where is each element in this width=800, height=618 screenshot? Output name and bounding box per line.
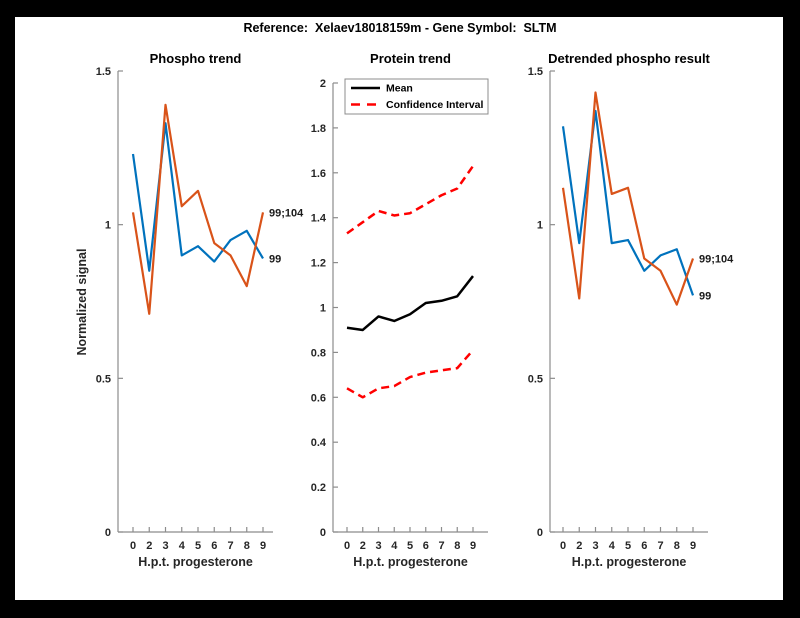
x-axis-label: H.p.t. progesterone — [572, 555, 687, 569]
series-end-label: 99 — [269, 253, 281, 265]
y-tick-label: 0.8 — [311, 347, 326, 359]
x-tick-label: 9 — [470, 540, 476, 552]
x-tick-label: 4 — [609, 540, 616, 552]
x-tick-label: 3 — [375, 540, 381, 552]
y-tick-label: 0.5 — [528, 373, 543, 385]
series-end-label: 99;104 — [699, 253, 734, 265]
x-tick-label: 8 — [454, 540, 460, 552]
x-axis-label: H.p.t. progesterone — [138, 555, 253, 569]
x-tick-label: 6 — [423, 540, 429, 552]
legend-item-label: Confidence Interval — [386, 99, 484, 111]
x-tick-label: 5 — [407, 540, 413, 552]
x-tick-label: 7 — [657, 540, 663, 552]
legend-box — [344, 78, 489, 115]
x-tick-label: 8 — [674, 540, 680, 552]
figure-title: Reference: Xelaev18018159m - Gene Symbol… — [243, 21, 556, 35]
y-tick-label: 1.4 — [311, 213, 327, 225]
x-tick-label: 2 — [146, 540, 152, 552]
y-tick-label: 1.5 — [96, 66, 111, 78]
y-tick-label: 1 — [105, 220, 111, 232]
x-tick-label: 6 — [641, 540, 647, 552]
x-tick-label: 8 — [244, 540, 250, 552]
x-tick-label: 6 — [211, 540, 217, 552]
x-tick-label: 9 — [690, 540, 696, 552]
x-tick-label: 5 — [625, 540, 631, 552]
y-tick-label: 0.5 — [96, 373, 111, 385]
y-axis-label: Normalized signal — [75, 249, 89, 356]
y-tick-label: 0.6 — [311, 392, 326, 404]
series-end-label: 99;104 — [269, 207, 304, 219]
legend: Mean Confidence Interval — [344, 78, 489, 115]
x-tick-label: 2 — [360, 540, 366, 552]
series-line-99-104 — [561, 91, 695, 306]
plot-title: Protein trend — [370, 51, 451, 66]
y-tick-label: 0 — [320, 527, 326, 539]
y-tick-label: 0 — [105, 527, 111, 539]
y-tick-label: 1.5 — [528, 66, 543, 78]
series-line-confidence-interval-lower — [346, 349, 474, 399]
x-tick-label: 0 — [130, 540, 136, 552]
y-tick-label: 1.8 — [311, 123, 326, 135]
y-tick-label: 1 — [537, 220, 543, 232]
x-tick-label: 4 — [179, 540, 186, 552]
x-tick-label: 7 — [438, 540, 444, 552]
y-tick-label: 1 — [320, 303, 326, 315]
x-tick-label: 3 — [592, 540, 598, 552]
plot-protein-trend: 0 2 3 4 5 6 7 8 900.20.40.60.811.21.41.61.82Prot… — [311, 51, 489, 569]
plot-title: Phospho trend — [150, 51, 242, 66]
x-tick-label: 0 — [560, 540, 566, 552]
legend-item-label: Mean — [386, 83, 413, 95]
series-line-99 — [561, 109, 695, 296]
y-tick-label: 0.2 — [311, 482, 326, 494]
series-line-99 — [131, 122, 264, 272]
y-tick-label: 0.4 — [311, 437, 327, 449]
x-tick-label: 5 — [195, 540, 201, 552]
y-tick-label: 1.2 — [311, 258, 326, 270]
y-tick-label: 1.6 — [311, 168, 326, 180]
x-tick-label: 2 — [576, 540, 582, 552]
series-line-confidence-interval-upper — [346, 165, 475, 235]
series-line-mean — [346, 275, 474, 332]
plot-title: Detrended phospho result — [548, 51, 710, 66]
y-tick-label: 0 — [537, 527, 543, 539]
x-axis-label: H.p.t. progesterone — [353, 555, 468, 569]
x-tick-label: 0 — [344, 540, 350, 552]
x-tick-label: 7 — [227, 540, 233, 552]
x-tick-label: 4 — [391, 540, 398, 552]
series-end-label: 99 — [699, 290, 711, 302]
series-line-99-104 — [131, 103, 265, 315]
x-tick-label: 3 — [162, 540, 168, 552]
y-tick-label: 2 — [320, 78, 326, 90]
x-tick-label: 9 — [260, 540, 266, 552]
